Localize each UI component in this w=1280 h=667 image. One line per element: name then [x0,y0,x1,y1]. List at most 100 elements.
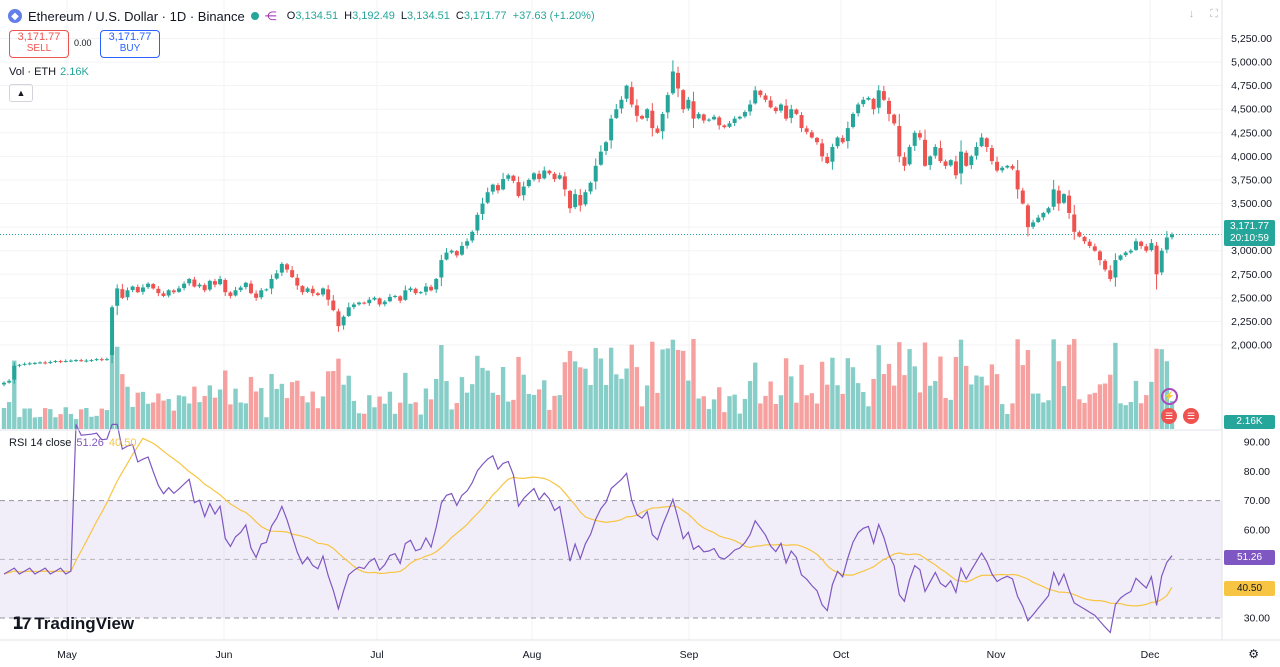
volume-bar [464,392,470,429]
candle-body [120,289,125,298]
volume-bar [284,398,290,429]
candle-body [516,182,521,196]
candle-body [2,382,6,385]
sell-label: SELL [26,43,52,54]
volume-bar [1123,405,1128,429]
candle-body [408,288,413,291]
candle-body [923,139,928,166]
volume-bar [1036,393,1041,429]
candle-body [444,252,449,260]
symbol-title[interactable]: Ethereum / U.S. Dollar · 1D · Binance [28,8,245,24]
volume-bar [629,344,634,429]
volume-bar [711,399,717,429]
candle-body [804,128,809,132]
volume-bar [418,414,423,429]
candle-body [830,146,835,162]
buy-button[interactable]: 3,171.77 BUY [100,30,160,58]
volume-bar [449,409,454,429]
us-flag-event-icon[interactable]: ☰ [1161,408,1177,424]
candle-body [1041,212,1046,218]
candle-body [511,175,516,181]
volume-bar [578,367,583,429]
volume-bar [562,362,568,429]
candle-body [1087,241,1092,246]
candle-body [578,195,583,206]
volume-bar [608,347,614,429]
volume-bar [279,383,285,429]
candle-body [676,72,681,89]
volume-bar [1061,385,1067,429]
candle-body [521,186,526,196]
candle-body [212,281,217,285]
candle-body [1149,243,1154,251]
volume-bar [819,361,825,429]
candle-body [290,270,295,278]
volume-bar [1005,413,1010,429]
ohlc-change: +37.63 (+1.20%) [512,10,595,22]
volume-bar [259,388,264,429]
candle-body [706,119,711,121]
sell-price: 3,171.77 [17,31,61,43]
settings-gear-icon[interactable]: ⚙ [1248,647,1259,661]
last-price-tag: 3,171.77 20:10:59 [1224,220,1275,246]
chart-header: ◆ Ethereum / U.S. Dollar · 1D · Binance … [8,6,595,26]
candle-body [799,115,804,129]
rsi-legend[interactable]: RSI 14 close 51.26 40.50 [9,437,136,449]
volume-legend[interactable]: Vol · ETH 2.16K [9,66,89,78]
ohlc-low: L3,134.51 [400,10,450,22]
candle-body [387,296,392,302]
volume-bar [217,389,223,429]
candle-body [984,138,989,147]
volume-bar [1102,383,1108,429]
candle-body [701,114,706,121]
ethereum-logo-icon: ◆ [8,9,22,23]
volume-bar [994,374,1000,429]
candle-body [567,190,572,209]
volume-bar [32,417,38,429]
candle-body [881,91,886,100]
candle-body [887,100,892,114]
volume-bar [176,395,182,429]
arrow-down-icon[interactable]: ↓ [1188,8,1195,20]
candle-body [1010,166,1015,169]
candle-body [146,283,151,288]
volume-bar [48,409,53,429]
candle-body [1108,270,1113,279]
time-tick-label: Sep [680,649,699,661]
candle-body [928,156,933,166]
volume-bar [1082,402,1087,429]
volume-bar [639,406,645,429]
time-tick-label: Jun [216,649,233,661]
tradingview-logo[interactable]: 𝟭7 TradingView [12,614,134,634]
candle-body [1097,251,1102,261]
rsi-legend-name: RSI 14 close [9,437,72,449]
collapse-legend-button[interactable]: ▲ [9,84,33,102]
volume-bar [696,398,701,429]
candle-body [1092,246,1097,251]
volume-bar [634,367,640,429]
volume-bar [799,364,804,429]
us-flag-event-icon[interactable]: ☰ [1183,408,1199,424]
price-tick-label: 4,750.00 [1231,80,1272,92]
share-icon[interactable]: ⋲ [264,9,277,23]
sell-button[interactable]: 3,171.77 SELL [9,30,69,58]
volume-bar [701,396,706,429]
volume-bar [187,403,192,429]
volume-bar [78,409,84,429]
rsi-tick-label: 60.00 [1244,525,1270,537]
maximize-icon[interactable]: ⛶ [1210,8,1218,20]
candle-body [732,118,737,123]
candle-body [1005,165,1010,168]
volume-bar [37,416,43,429]
candle-body [748,104,753,112]
volume-bar [912,366,917,429]
volume-bar [747,381,753,429]
candle-body [110,307,115,355]
candle-body [789,109,794,118]
candle-body [995,161,1000,171]
candle-body [254,293,259,298]
lightning-event-icon[interactable]: ⚡ [1161,388,1178,405]
time-tick-label: Dec [1141,649,1160,661]
candle-body [207,280,212,290]
